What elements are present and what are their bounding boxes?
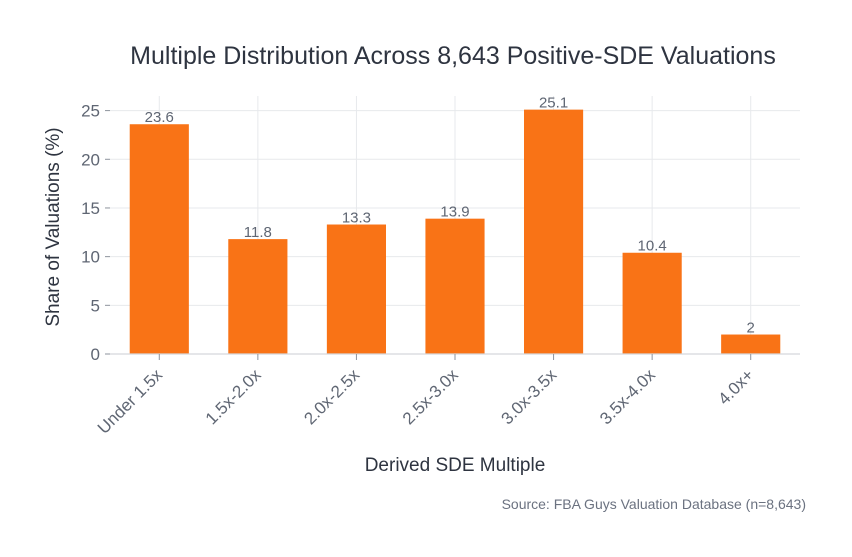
source-note: Source: FBA Guys Valuation Database (n=8… — [502, 496, 806, 512]
x-tick-label: 2.0x-2.5x — [300, 365, 363, 428]
x-tick-label: 1.5x-2.0x — [202, 365, 265, 428]
bar — [129, 124, 189, 354]
bar-value-label: 13.3 — [342, 210, 371, 227]
y-tick-label: 15 — [81, 199, 100, 218]
bar-value-label: 23.6 — [145, 109, 174, 126]
bar-value-label: 11.8 — [244, 224, 272, 241]
bar-value-label: 10.4 — [638, 238, 667, 255]
bar — [425, 218, 485, 354]
bar — [622, 252, 682, 354]
x-tick-label: 4.0x+ — [714, 365, 757, 408]
bar-value-label: 2 — [747, 320, 755, 337]
bar-value-label: 25.1 — [539, 95, 568, 112]
data-labels: 23.6 11.8 13.3 13.9 25.1 10.4 2 — [145, 95, 755, 337]
y-tick-label: 0 — [91, 345, 100, 364]
bars — [129, 109, 781, 354]
y-axis-label: Share of Valuations (%) — [43, 127, 64, 326]
y-tick-label: 5 — [91, 296, 100, 315]
bar-value-label: 13.9 — [440, 204, 469, 221]
bar — [721, 334, 781, 354]
y-tick-label: 10 — [81, 248, 100, 267]
y-tick-label: 25 — [81, 102, 100, 121]
x-axis-label: Derived SDE Multiple — [365, 455, 546, 476]
x-tick-label: Under 1.5x — [94, 365, 167, 438]
x-axis-ticks: Under 1.5x 1.5x-2.0x 2.0x-2.5x 2.5x-3.0x 3.0… — [94, 354, 758, 438]
bar — [524, 109, 584, 354]
chart-title: Multiple Distribution Across 8,643 Posit… — [130, 42, 776, 70]
bar — [228, 239, 288, 354]
x-tick-label: 3.0x-3.5x — [498, 365, 561, 428]
bar — [326, 224, 386, 354]
x-tick-label: 2.5x-3.0x — [399, 365, 462, 428]
y-tick-label: 20 — [81, 150, 100, 169]
y-axis-ticks: 0 5 10 15 20 25 — [81, 102, 110, 364]
x-tick-label: 3.5x-4.0x — [596, 365, 659, 428]
